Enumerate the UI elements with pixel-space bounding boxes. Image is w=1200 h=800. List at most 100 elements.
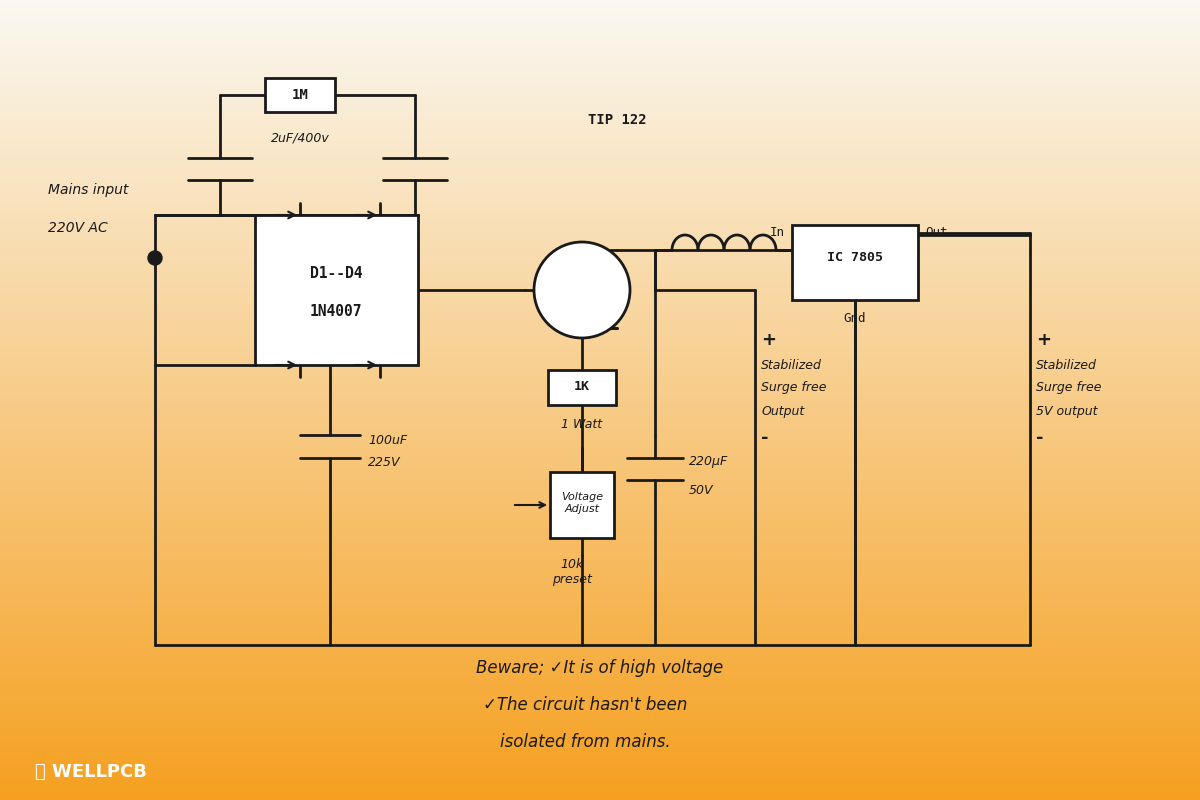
Bar <box>0 488 1200 492</box>
Bar <box>0 284 1200 288</box>
Bar <box>0 96 1200 100</box>
Bar <box>0 64 1200 68</box>
Bar <box>0 184 1200 188</box>
Bar <box>0 120 1200 124</box>
Bar <box>0 624 1200 628</box>
Bar <box>0 580 1200 584</box>
Bar <box>0 788 1200 792</box>
Bar <box>0 52 1200 56</box>
Bar <box>0 104 1200 108</box>
Bar <box>0 656 1200 660</box>
Bar <box>550 472 614 538</box>
Text: 220μF: 220μF <box>689 455 728 469</box>
Text: ✓The circuit hasn't been: ✓The circuit hasn't been <box>482 696 688 714</box>
Bar <box>0 644 1200 648</box>
Bar <box>0 584 1200 588</box>
Bar <box>0 532 1200 536</box>
Bar <box>0 8 1200 12</box>
Bar <box>0 728 1200 732</box>
Bar <box>0 324 1200 328</box>
Bar <box>0 516 1200 520</box>
Bar <box>0 616 1200 620</box>
Bar <box>0 404 1200 408</box>
Bar <box>0 472 1200 476</box>
Bar <box>0 756 1200 760</box>
Bar <box>0 716 1200 720</box>
Bar <box>0 648 1200 652</box>
Bar <box>0 604 1200 608</box>
Bar <box>0 744 1200 748</box>
Bar <box>0 288 1200 292</box>
Bar <box>0 504 1200 508</box>
Bar <box>792 225 918 300</box>
Bar <box>0 136 1200 140</box>
Bar <box>0 256 1200 260</box>
Text: 1 Watt: 1 Watt <box>562 418 602 430</box>
Bar <box>0 536 1200 540</box>
Bar <box>0 692 1200 696</box>
Bar <box>0 152 1200 156</box>
Text: Out: Out <box>925 226 948 239</box>
Bar <box>0 652 1200 656</box>
Bar <box>0 196 1200 200</box>
Bar <box>0 376 1200 380</box>
Bar <box>0 444 1200 448</box>
Bar <box>0 176 1200 180</box>
Bar <box>0 412 1200 416</box>
Bar <box>0 440 1200 444</box>
Bar <box>0 492 1200 496</box>
Bar <box>0 620 1200 624</box>
Text: 50V: 50V <box>689 483 714 497</box>
Bar <box>0 16 1200 20</box>
Bar <box>0 344 1200 348</box>
Bar <box>0 92 1200 96</box>
Bar <box>0 720 1200 724</box>
Text: -: - <box>761 429 768 447</box>
Text: D1--D4: D1--D4 <box>310 266 362 281</box>
Bar <box>0 140 1200 144</box>
Bar <box>0 448 1200 452</box>
Bar <box>0 292 1200 296</box>
Bar <box>0 760 1200 764</box>
Bar <box>0 432 1200 436</box>
Bar <box>0 736 1200 740</box>
Bar <box>0 44 1200 48</box>
Bar <box>0 660 1200 664</box>
Bar <box>0 712 1200 716</box>
Bar <box>0 320 1200 324</box>
Text: +: + <box>1036 331 1051 349</box>
Bar <box>0 124 1200 128</box>
Circle shape <box>534 242 630 338</box>
Bar <box>0 696 1200 700</box>
Bar <box>0 456 1200 460</box>
Bar <box>0 272 1200 276</box>
Bar <box>0 776 1200 780</box>
Text: 1N4007: 1N4007 <box>310 305 362 319</box>
Bar <box>0 220 1200 224</box>
Bar <box>0 12 1200 16</box>
Bar <box>0 664 1200 668</box>
Bar <box>0 564 1200 568</box>
Text: IC 7805: IC 7805 <box>827 251 883 264</box>
Bar <box>0 0 1200 4</box>
Bar <box>0 332 1200 336</box>
Bar <box>0 796 1200 800</box>
Bar <box>0 480 1200 484</box>
Bar <box>0 476 1200 480</box>
Bar <box>0 556 1200 560</box>
Circle shape <box>148 251 162 265</box>
Bar <box>0 464 1200 468</box>
Bar <box>0 508 1200 512</box>
Bar <box>0 572 1200 576</box>
Text: Surge free: Surge free <box>1036 382 1102 394</box>
Bar <box>0 636 1200 640</box>
Bar <box>0 600 1200 604</box>
Bar <box>0 236 1200 240</box>
Bar <box>0 460 1200 464</box>
Bar <box>0 88 1200 92</box>
Bar <box>0 80 1200 84</box>
Text: -: - <box>1036 429 1044 447</box>
Text: Beware; ✓It is of high voltage: Beware; ✓It is of high voltage <box>476 659 724 677</box>
Bar <box>0 540 1200 544</box>
Bar <box>0 484 1200 488</box>
